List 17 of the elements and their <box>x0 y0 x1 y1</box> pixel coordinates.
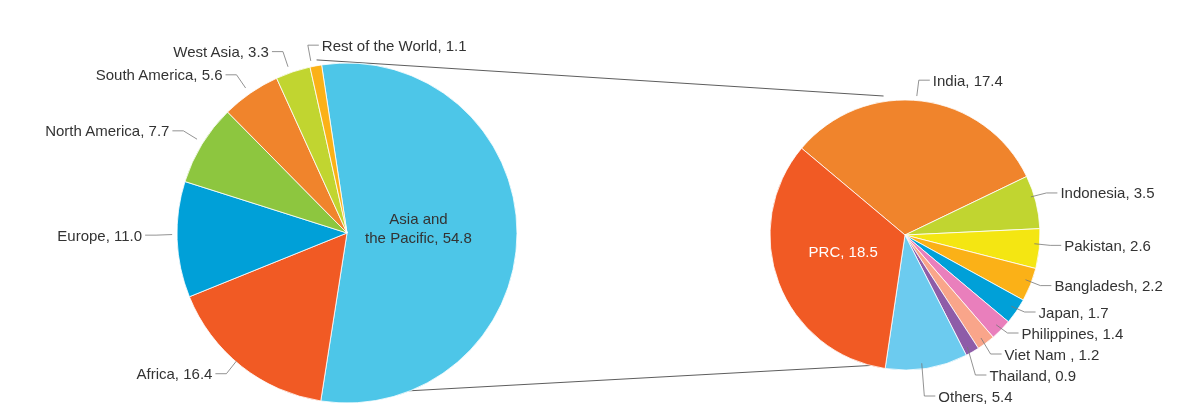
slice-label: Thailand, 0.9 <box>989 366 1077 384</box>
slice-label: Bangladesh, 2.2 <box>1054 277 1163 295</box>
slice-label: North America, 7.7 <box>45 122 170 140</box>
slice-label: Pakistan, 2.6 <box>1064 236 1151 254</box>
slice-label: Asia and the Pacific, 54.8 <box>364 209 473 248</box>
slice-label: West Asia, 3.3 <box>173 43 269 61</box>
slice-label: PRC, 18.5 <box>807 242 879 262</box>
slice-label: Indonesia, 3.5 <box>1060 184 1155 202</box>
slice-label: Japan, 1.7 <box>1038 303 1109 321</box>
slice-label: Philippines, 1.4 <box>1021 324 1124 342</box>
slice-label: South America, 5.6 <box>95 66 223 84</box>
slice-label: Rest of the World, 1.1 <box>321 36 467 54</box>
slice-label: Europe, 11.0 <box>57 226 143 244</box>
slice-label: India, 17.4 <box>932 71 1003 89</box>
slice-label: Viet Nam , 1.2 <box>1004 345 1100 363</box>
slice-label: Africa, 16.4 <box>136 365 213 383</box>
slice-label: Others, 5.4 <box>938 387 1013 405</box>
